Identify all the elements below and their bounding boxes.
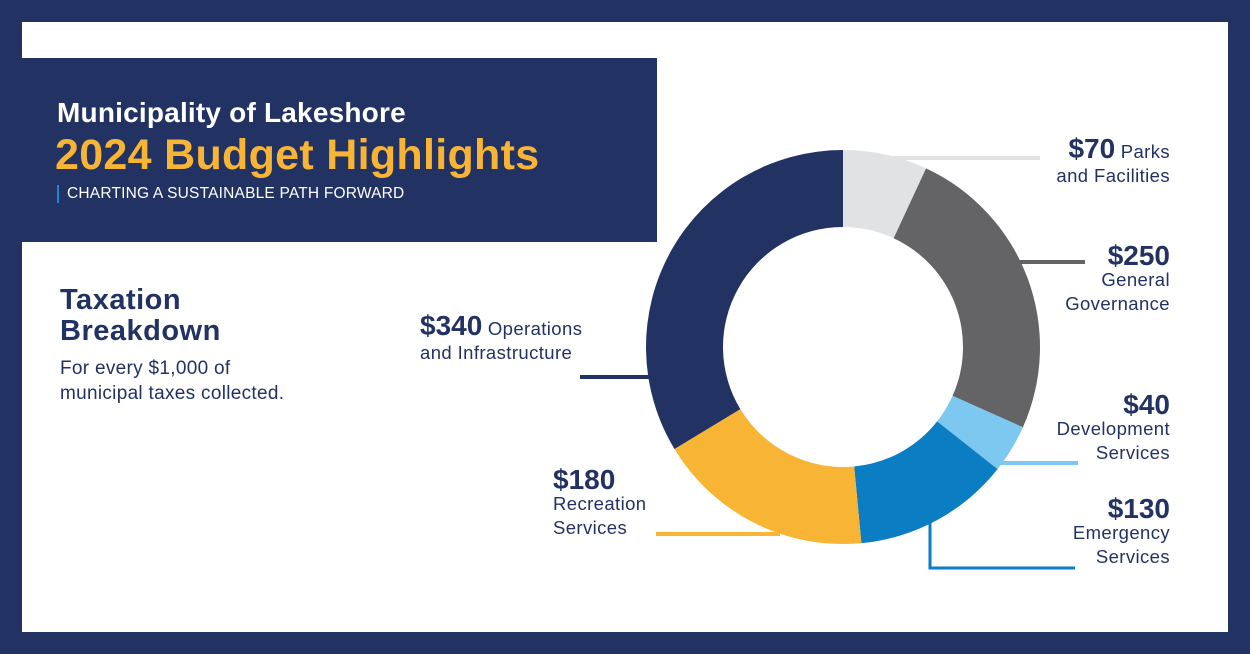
slice-operations	[646, 150, 843, 450]
slice-parks	[843, 150, 927, 239]
org-title: Municipality of Lakeshore	[57, 97, 406, 128]
amount-emergency: $130	[1107, 493, 1170, 524]
leader-emergency	[928, 520, 1075, 570]
section-subtitle: For every $1,000 of municipal taxes coll…	[60, 356, 284, 406]
slice-recreation	[674, 409, 862, 545]
amount-recreation: $180	[553, 464, 616, 495]
label-parks: $70 Parks and Facilities	[1056, 133, 1170, 187]
label-governance: $250 General Governance	[1065, 240, 1170, 315]
section-title: Taxation Breakdown	[60, 285, 221, 347]
label-emergency: $130 Emergency Services	[1072, 493, 1170, 568]
main-title: 2024 Budget Highlights	[55, 131, 540, 179]
section-subtitle-line1: For every $1,000 of	[60, 358, 231, 379]
slice-governance	[893, 168, 1040, 428]
label-operations: $340 Operations and Infrastructure	[420, 310, 583, 364]
amount-parks: $70	[1068, 133, 1116, 164]
amount-governance: $250	[1107, 240, 1170, 271]
donut-slices	[646, 150, 1040, 545]
label-development: $40 Development Services	[1056, 389, 1170, 464]
section-title-line1: Taxation	[60, 284, 182, 316]
amount-development: $40	[1123, 389, 1170, 420]
slice-emergency	[854, 421, 998, 544]
section-subtitle-line2: municipal taxes collected.	[60, 383, 285, 404]
slice-development	[937, 395, 1023, 470]
tagline: CHARTING A SUSTAINABLE PATH FORWARD	[57, 185, 404, 203]
amount-operations: $340	[420, 310, 483, 341]
header-banner	[22, 58, 657, 242]
section-title-line2: Breakdown	[60, 315, 221, 347]
label-recreation: $180 Recreation Services	[553, 464, 647, 539]
